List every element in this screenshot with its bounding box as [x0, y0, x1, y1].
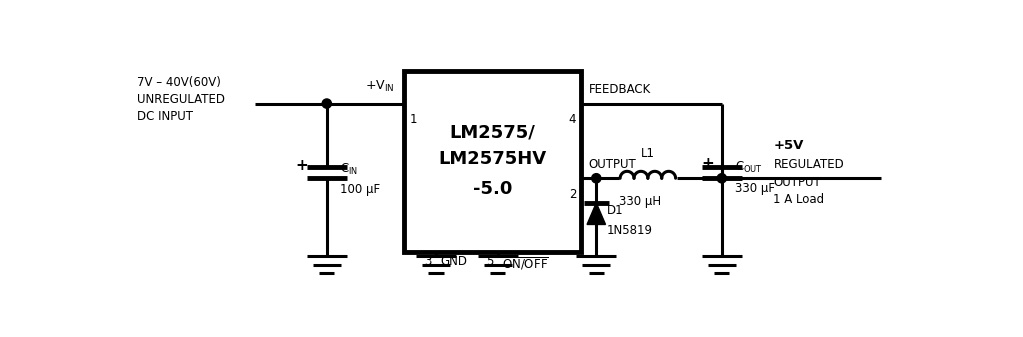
- Text: 330 μF: 330 μF: [735, 182, 774, 195]
- Text: REGULATED: REGULATED: [773, 158, 844, 171]
- Text: -5.0: -5.0: [473, 180, 513, 198]
- Text: OUTPUT: OUTPUT: [773, 176, 821, 189]
- Text: 330 μH: 330 μH: [619, 195, 661, 208]
- Text: 1: 1: [410, 113, 417, 126]
- Text: +: +: [296, 158, 309, 173]
- Text: D1: D1: [607, 204, 624, 217]
- Text: 2: 2: [569, 187, 576, 201]
- Circle shape: [591, 174, 601, 183]
- Text: $\overline{\rm ON/OFF}$: $\overline{\rm ON/OFF}$: [502, 255, 549, 272]
- Text: OUTPUT: OUTPUT: [588, 158, 636, 171]
- Text: C$_{\rm IN}$: C$_{\rm IN}$: [340, 161, 358, 177]
- Text: +: +: [702, 156, 714, 171]
- Text: L1: L1: [640, 147, 655, 160]
- Text: UNREGULATED: UNREGULATED: [137, 93, 225, 106]
- Text: 3: 3: [425, 255, 432, 268]
- Text: C$_{\rm OUT}$: C$_{\rm OUT}$: [735, 160, 762, 175]
- Text: DC INPUT: DC INPUT: [137, 110, 192, 123]
- Text: +V$_{\rm IN}$: +V$_{\rm IN}$: [365, 79, 395, 94]
- Text: 100 μF: 100 μF: [340, 183, 380, 196]
- Bar: [404, 71, 581, 252]
- Circle shape: [717, 174, 726, 183]
- Text: 4: 4: [569, 113, 576, 126]
- Circle shape: [322, 99, 331, 108]
- Text: 7V – 40V(60V): 7V – 40V(60V): [137, 76, 221, 89]
- Text: FEEDBACK: FEEDBACK: [588, 83, 651, 96]
- Text: 5: 5: [486, 255, 493, 268]
- Text: LM2575/: LM2575/: [449, 123, 535, 142]
- Text: LM2575HV: LM2575HV: [438, 150, 546, 168]
- Text: +5V: +5V: [773, 140, 804, 152]
- Text: 1N5819: 1N5819: [607, 224, 653, 237]
- Text: GND: GND: [441, 255, 468, 268]
- Polygon shape: [587, 203, 606, 224]
- Text: 1 A Load: 1 A Load: [773, 193, 825, 206]
